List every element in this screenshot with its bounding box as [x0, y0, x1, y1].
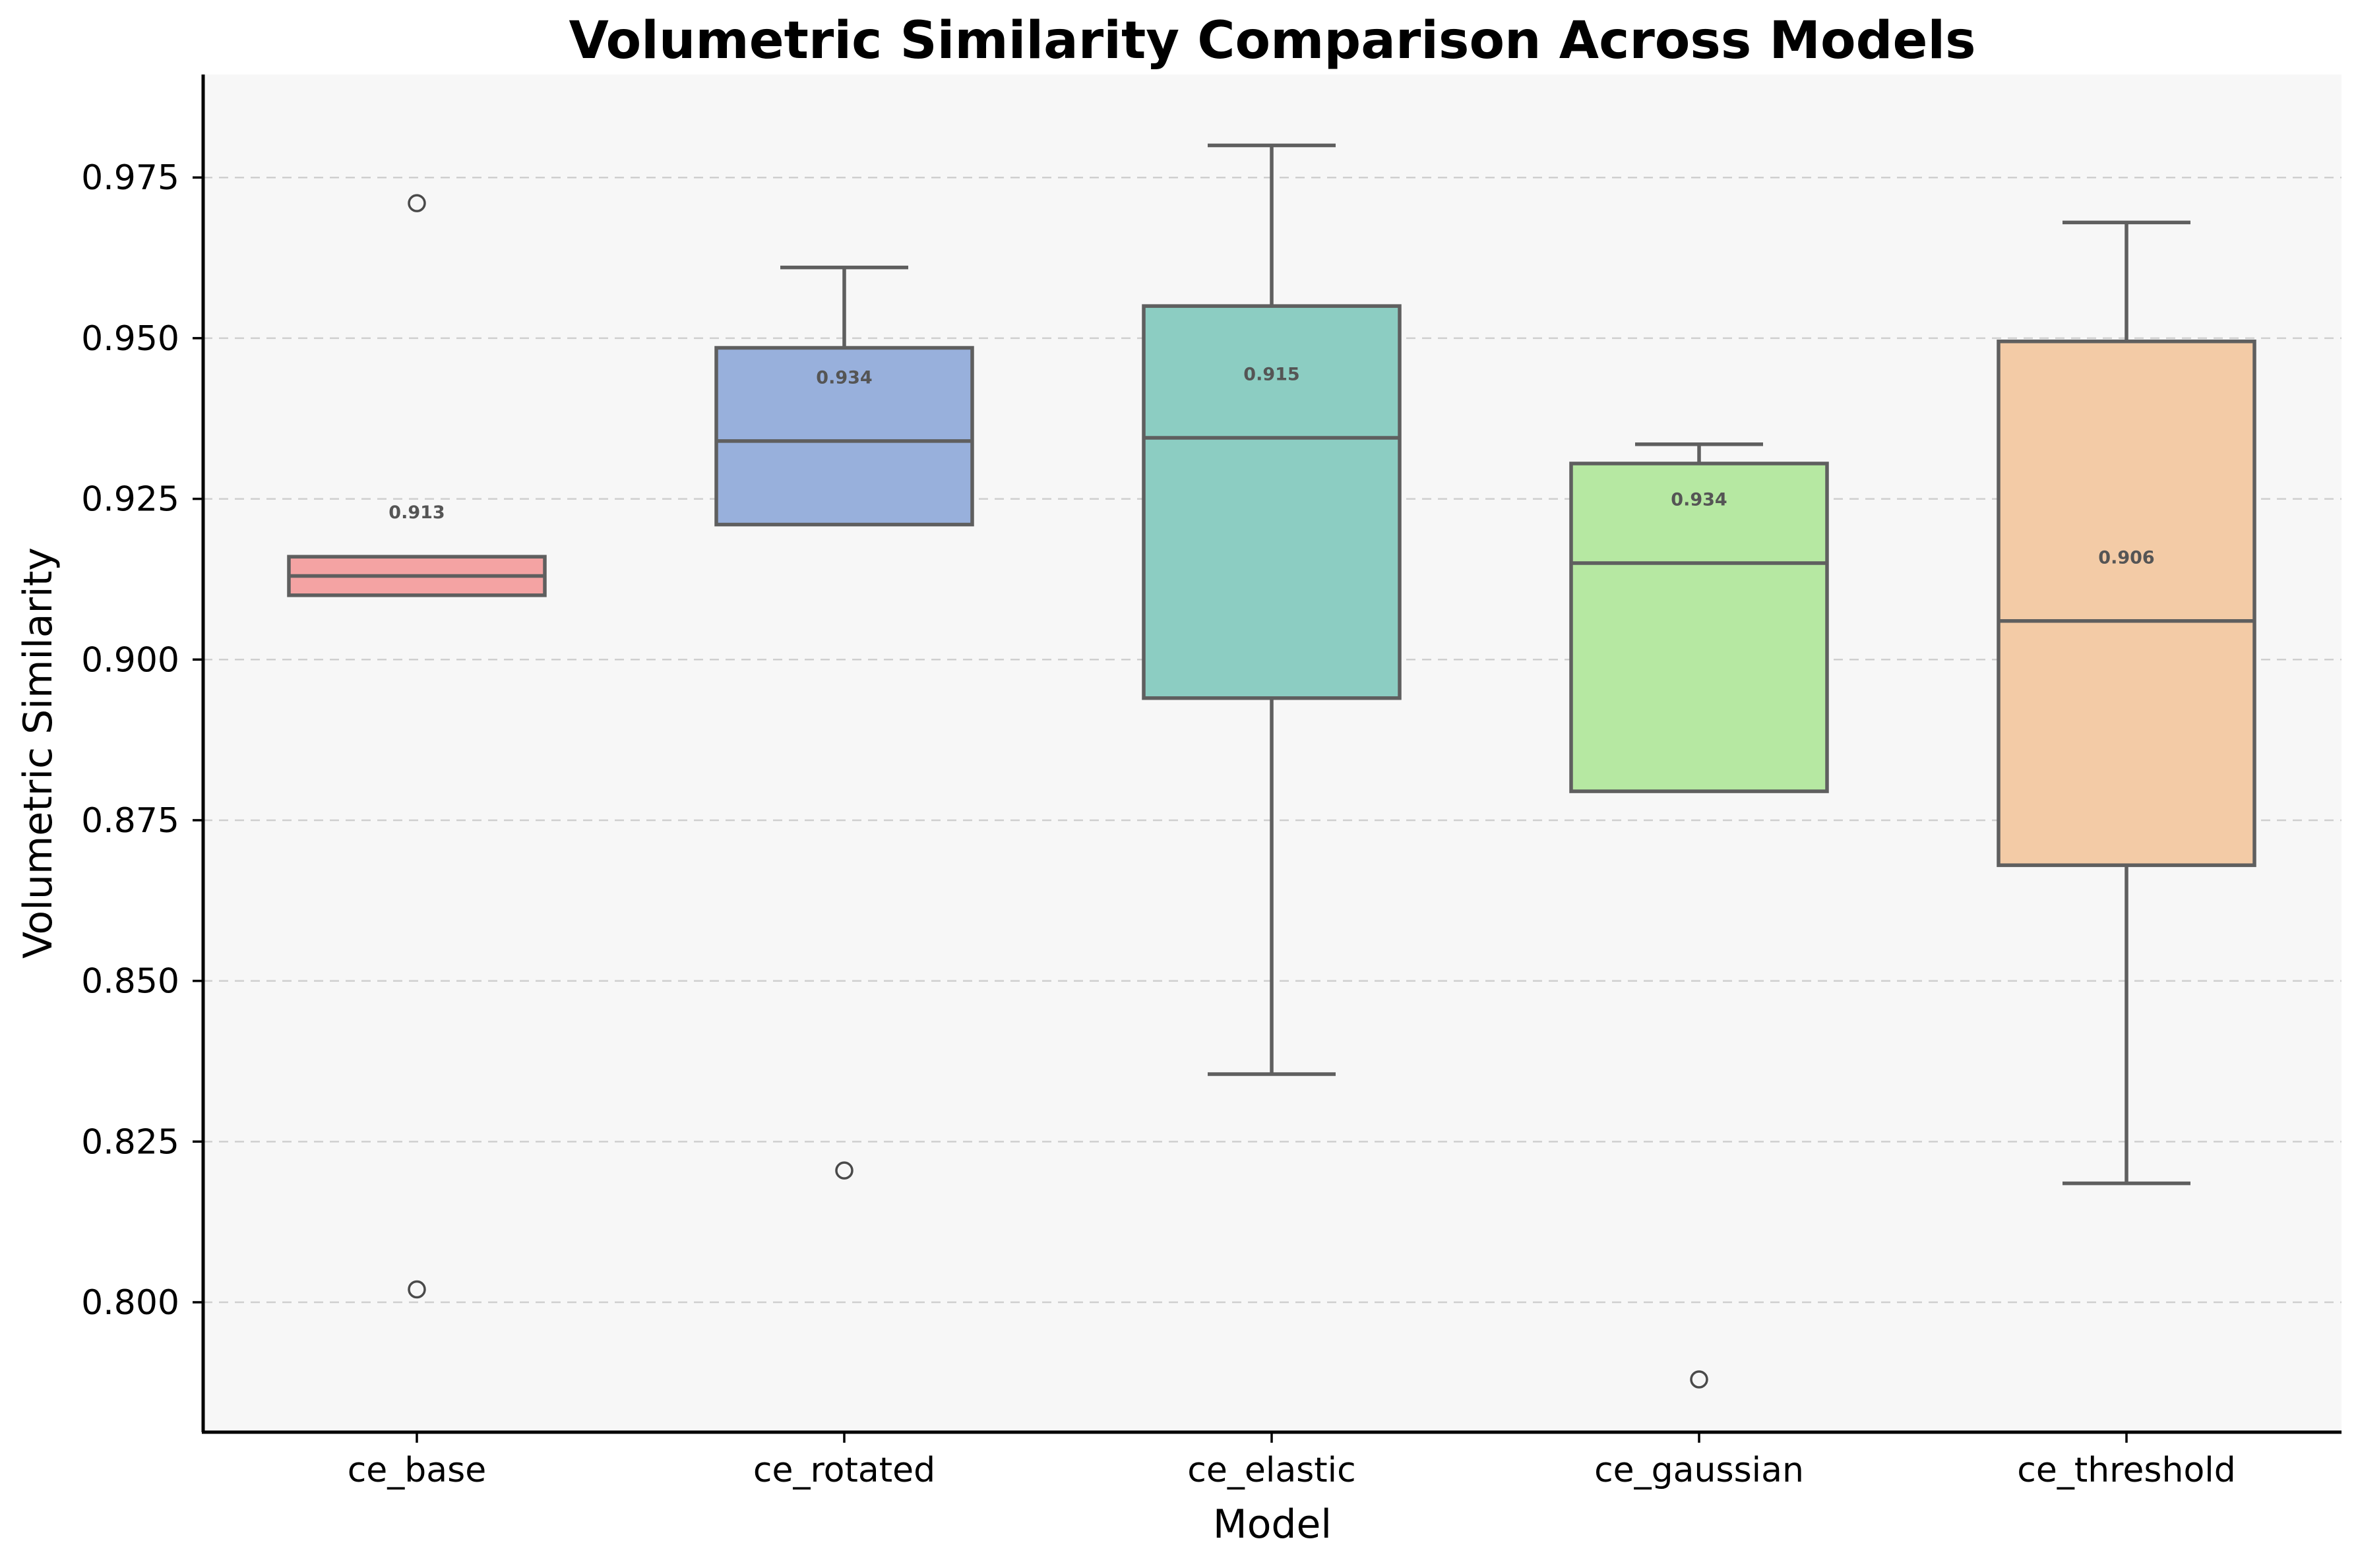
x-axis-label: Model: [1213, 1501, 1332, 1548]
median-value-label: 0.934: [816, 367, 872, 388]
median-value-label: 0.915: [1243, 364, 1299, 384]
outlier-point: [408, 194, 426, 212]
median-labels: 0.913 0.934 0.915 0.934 0.906: [388, 364, 2154, 568]
y-tick-label: 0.950: [81, 319, 179, 359]
box-ce_threshold: [1997, 220, 2256, 1186]
y-axis-ticks: 0.800 0.825 0.850 0.875 0.900 0.925 0.950 0.975: [81, 158, 203, 1323]
y-tick-label: 0.925: [81, 480, 179, 520]
y-axis-label: Volumetric Similarity: [15, 547, 61, 959]
box-ce_gaussian: [1569, 442, 1829, 1389]
y-tick-label: 0.875: [81, 801, 179, 841]
y-tick-label: 0.975: [81, 158, 179, 198]
y-tick-label: 0.800: [81, 1283, 179, 1323]
x-tick-label: ce_rotated: [753, 1451, 935, 1490]
outlier-point: [1690, 1370, 1708, 1389]
x-tick-label: ce_base: [348, 1451, 487, 1490]
box-ce_rotated: [714, 265, 974, 1180]
x-tick-label: ce_elastic: [1187, 1451, 1355, 1490]
chart-title: Volumetric Similarity Comparison Across …: [569, 11, 1975, 71]
outlier-point: [835, 1161, 853, 1180]
y-tick-label: 0.825: [81, 1122, 179, 1162]
median-value-label: 0.913: [388, 502, 445, 523]
box-ce_base: [287, 194, 547, 1299]
median-value-label: 0.906: [2098, 547, 2154, 568]
median-value-label: 0.934: [1671, 490, 1727, 510]
box-group: [287, 143, 2256, 1389]
iqr-box: [1997, 339, 2256, 867]
outlier-point: [408, 1280, 426, 1299]
iqr-box: [1569, 462, 1829, 793]
y-tick-label: 0.850: [81, 962, 179, 1002]
x-axis-ticks: ce_base ce_rotated ce_elastic ce_gaussian ce…: [348, 1432, 2236, 1490]
iqr-box: [1142, 304, 1402, 700]
iqr-box: [714, 346, 974, 527]
x-tick-label: ce_gaussian: [1594, 1451, 1804, 1490]
x-tick-label: ce_threshold: [2017, 1451, 2235, 1490]
box-ce_elastic: [1142, 143, 1402, 1076]
y-tick-label: 0.900: [81, 640, 179, 680]
